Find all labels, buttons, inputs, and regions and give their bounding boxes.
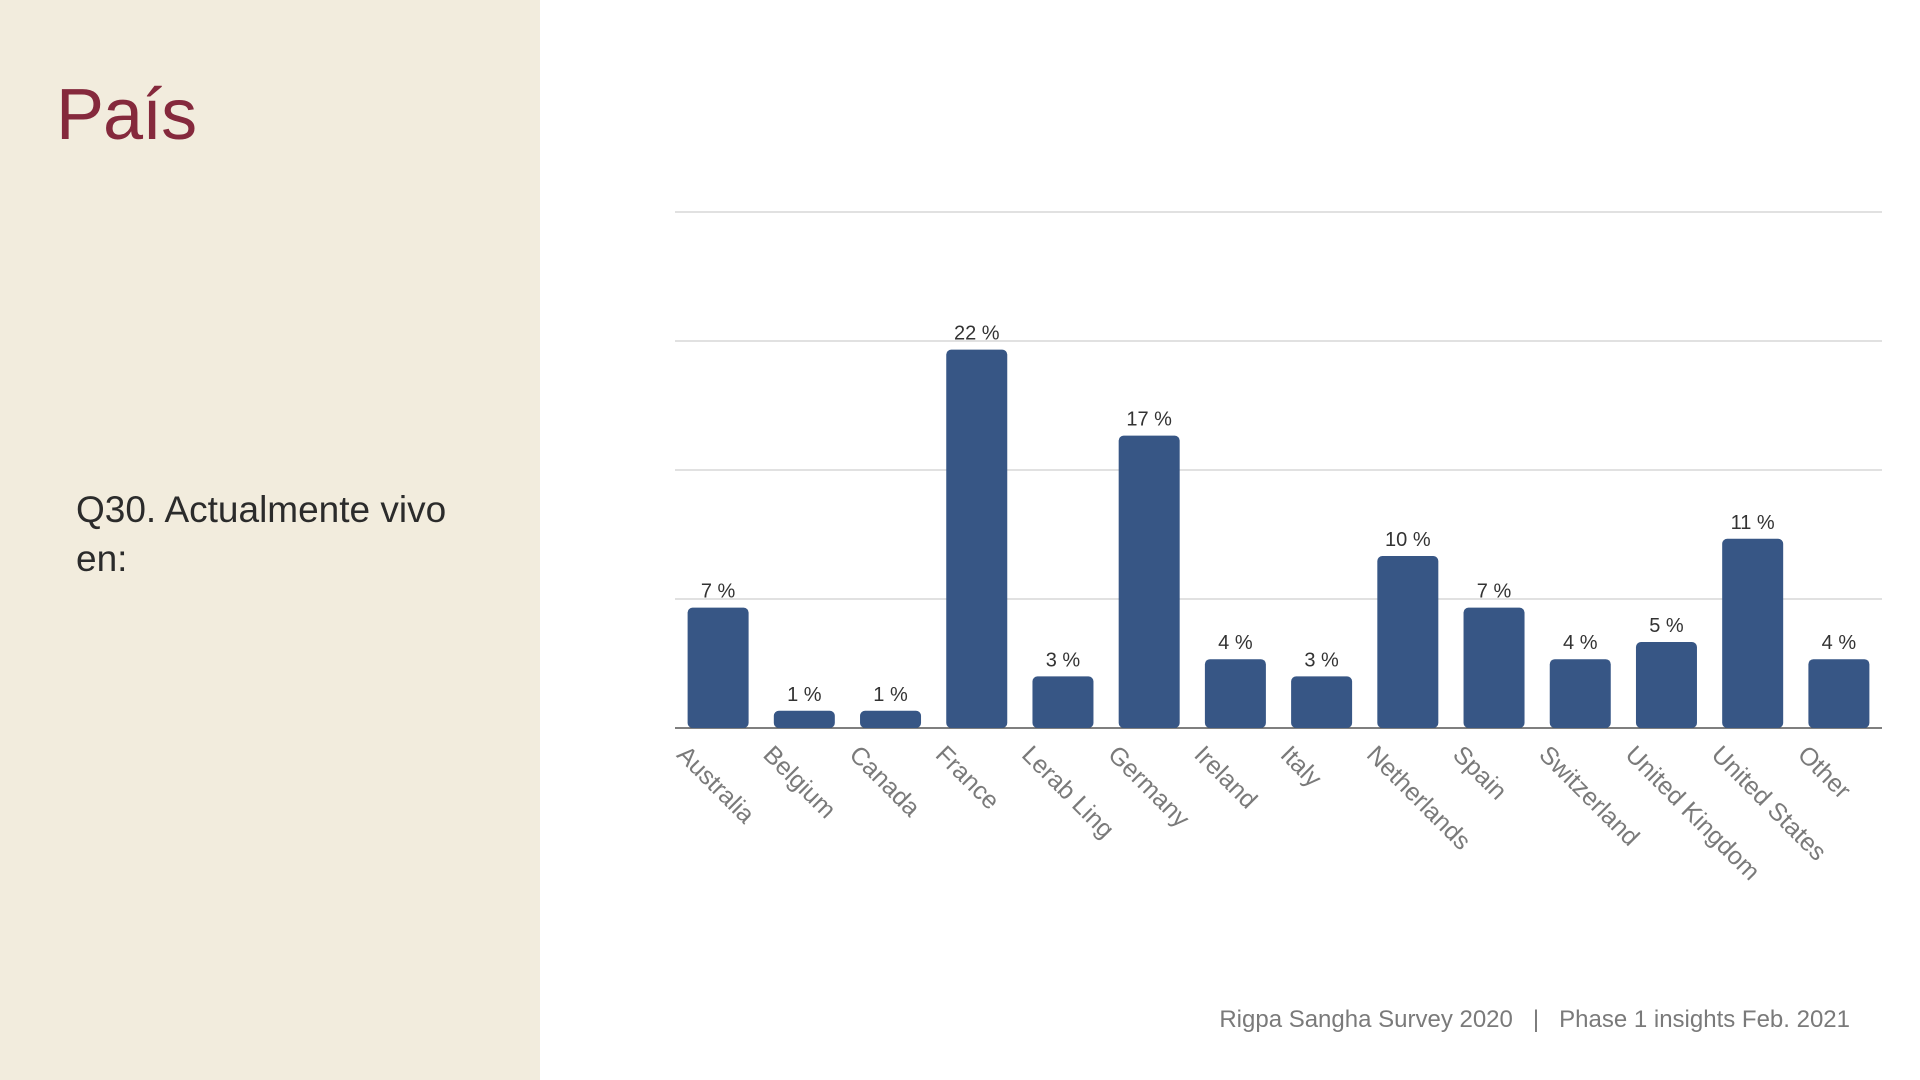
side-panel: País Q30. Actualmente vivo en:: [0, 0, 540, 1080]
bar-italy: [1291, 676, 1353, 728]
value-label: 11 %: [1731, 512, 1775, 534]
bar-canada: [860, 710, 922, 728]
value-label: 10 %: [1385, 529, 1431, 551]
category-label: Ireland: [1189, 740, 1263, 814]
bars: [687, 349, 1870, 728]
category-label: Other: [1792, 740, 1856, 804]
category-label: Germany: [1102, 740, 1195, 833]
slide-title: País: [56, 75, 197, 155]
value-label: 7 %: [701, 581, 736, 603]
bar-belgium: [773, 710, 835, 728]
question-text: Q30. Actualmente vivo en:: [76, 489, 447, 579]
footer-separator: |: [1532, 1006, 1540, 1033]
bar-lerab-ling: [1032, 676, 1094, 728]
bar-australia: [687, 607, 749, 728]
category-label: Italy: [1275, 740, 1328, 793]
value-label: 5 %: [1649, 615, 1684, 637]
category-label: Canada: [844, 740, 926, 822]
value-label: 17 %: [1126, 409, 1172, 431]
bar-other: [1808, 659, 1870, 728]
bar-united-states: [1722, 538, 1784, 728]
value-label: 4 %: [1218, 632, 1253, 654]
value-label: 22 %: [954, 323, 1000, 345]
footer-phase: Phase 1 insights Feb. 2021: [1559, 1006, 1850, 1033]
value-label: 3 %: [1046, 649, 1081, 671]
value-label: 4 %: [1822, 632, 1857, 654]
value-label: 4 %: [1563, 632, 1598, 654]
bar-netherlands: [1377, 556, 1439, 728]
bar-switzerland: [1549, 659, 1611, 728]
value-label: 1 %: [787, 684, 822, 706]
value-label: 7 %: [1477, 581, 1512, 603]
category-label: Australia: [671, 740, 760, 829]
bar-france: [946, 349, 1008, 728]
category-label: France: [930, 740, 1005, 815]
category-label: Lerab Ling: [1016, 740, 1119, 843]
value-labels: 7 % 1 % 1 % 22 % 3 % 17 % 4 % 3 % 10 % 7 % 4 % 5 % 1…: [701, 323, 1856, 706]
value-label: 1 %: [873, 684, 908, 706]
bar-spain: [1463, 607, 1525, 728]
footer-survey: Rigpa Sangha Survey 2020: [1219, 1006, 1513, 1033]
bar-united-kingdom: [1635, 642, 1697, 728]
gridlines: [675, 211, 1882, 729]
footer: Rigpa Sangha Survey 2020 | Phase 1 insig…: [1219, 1006, 1850, 1034]
bar-germany: [1118, 435, 1180, 728]
category-label: Belgium: [758, 740, 842, 824]
category-label: Spain: [1447, 740, 1512, 805]
value-label: 3 %: [1304, 649, 1339, 671]
bar-ireland: [1204, 659, 1266, 728]
